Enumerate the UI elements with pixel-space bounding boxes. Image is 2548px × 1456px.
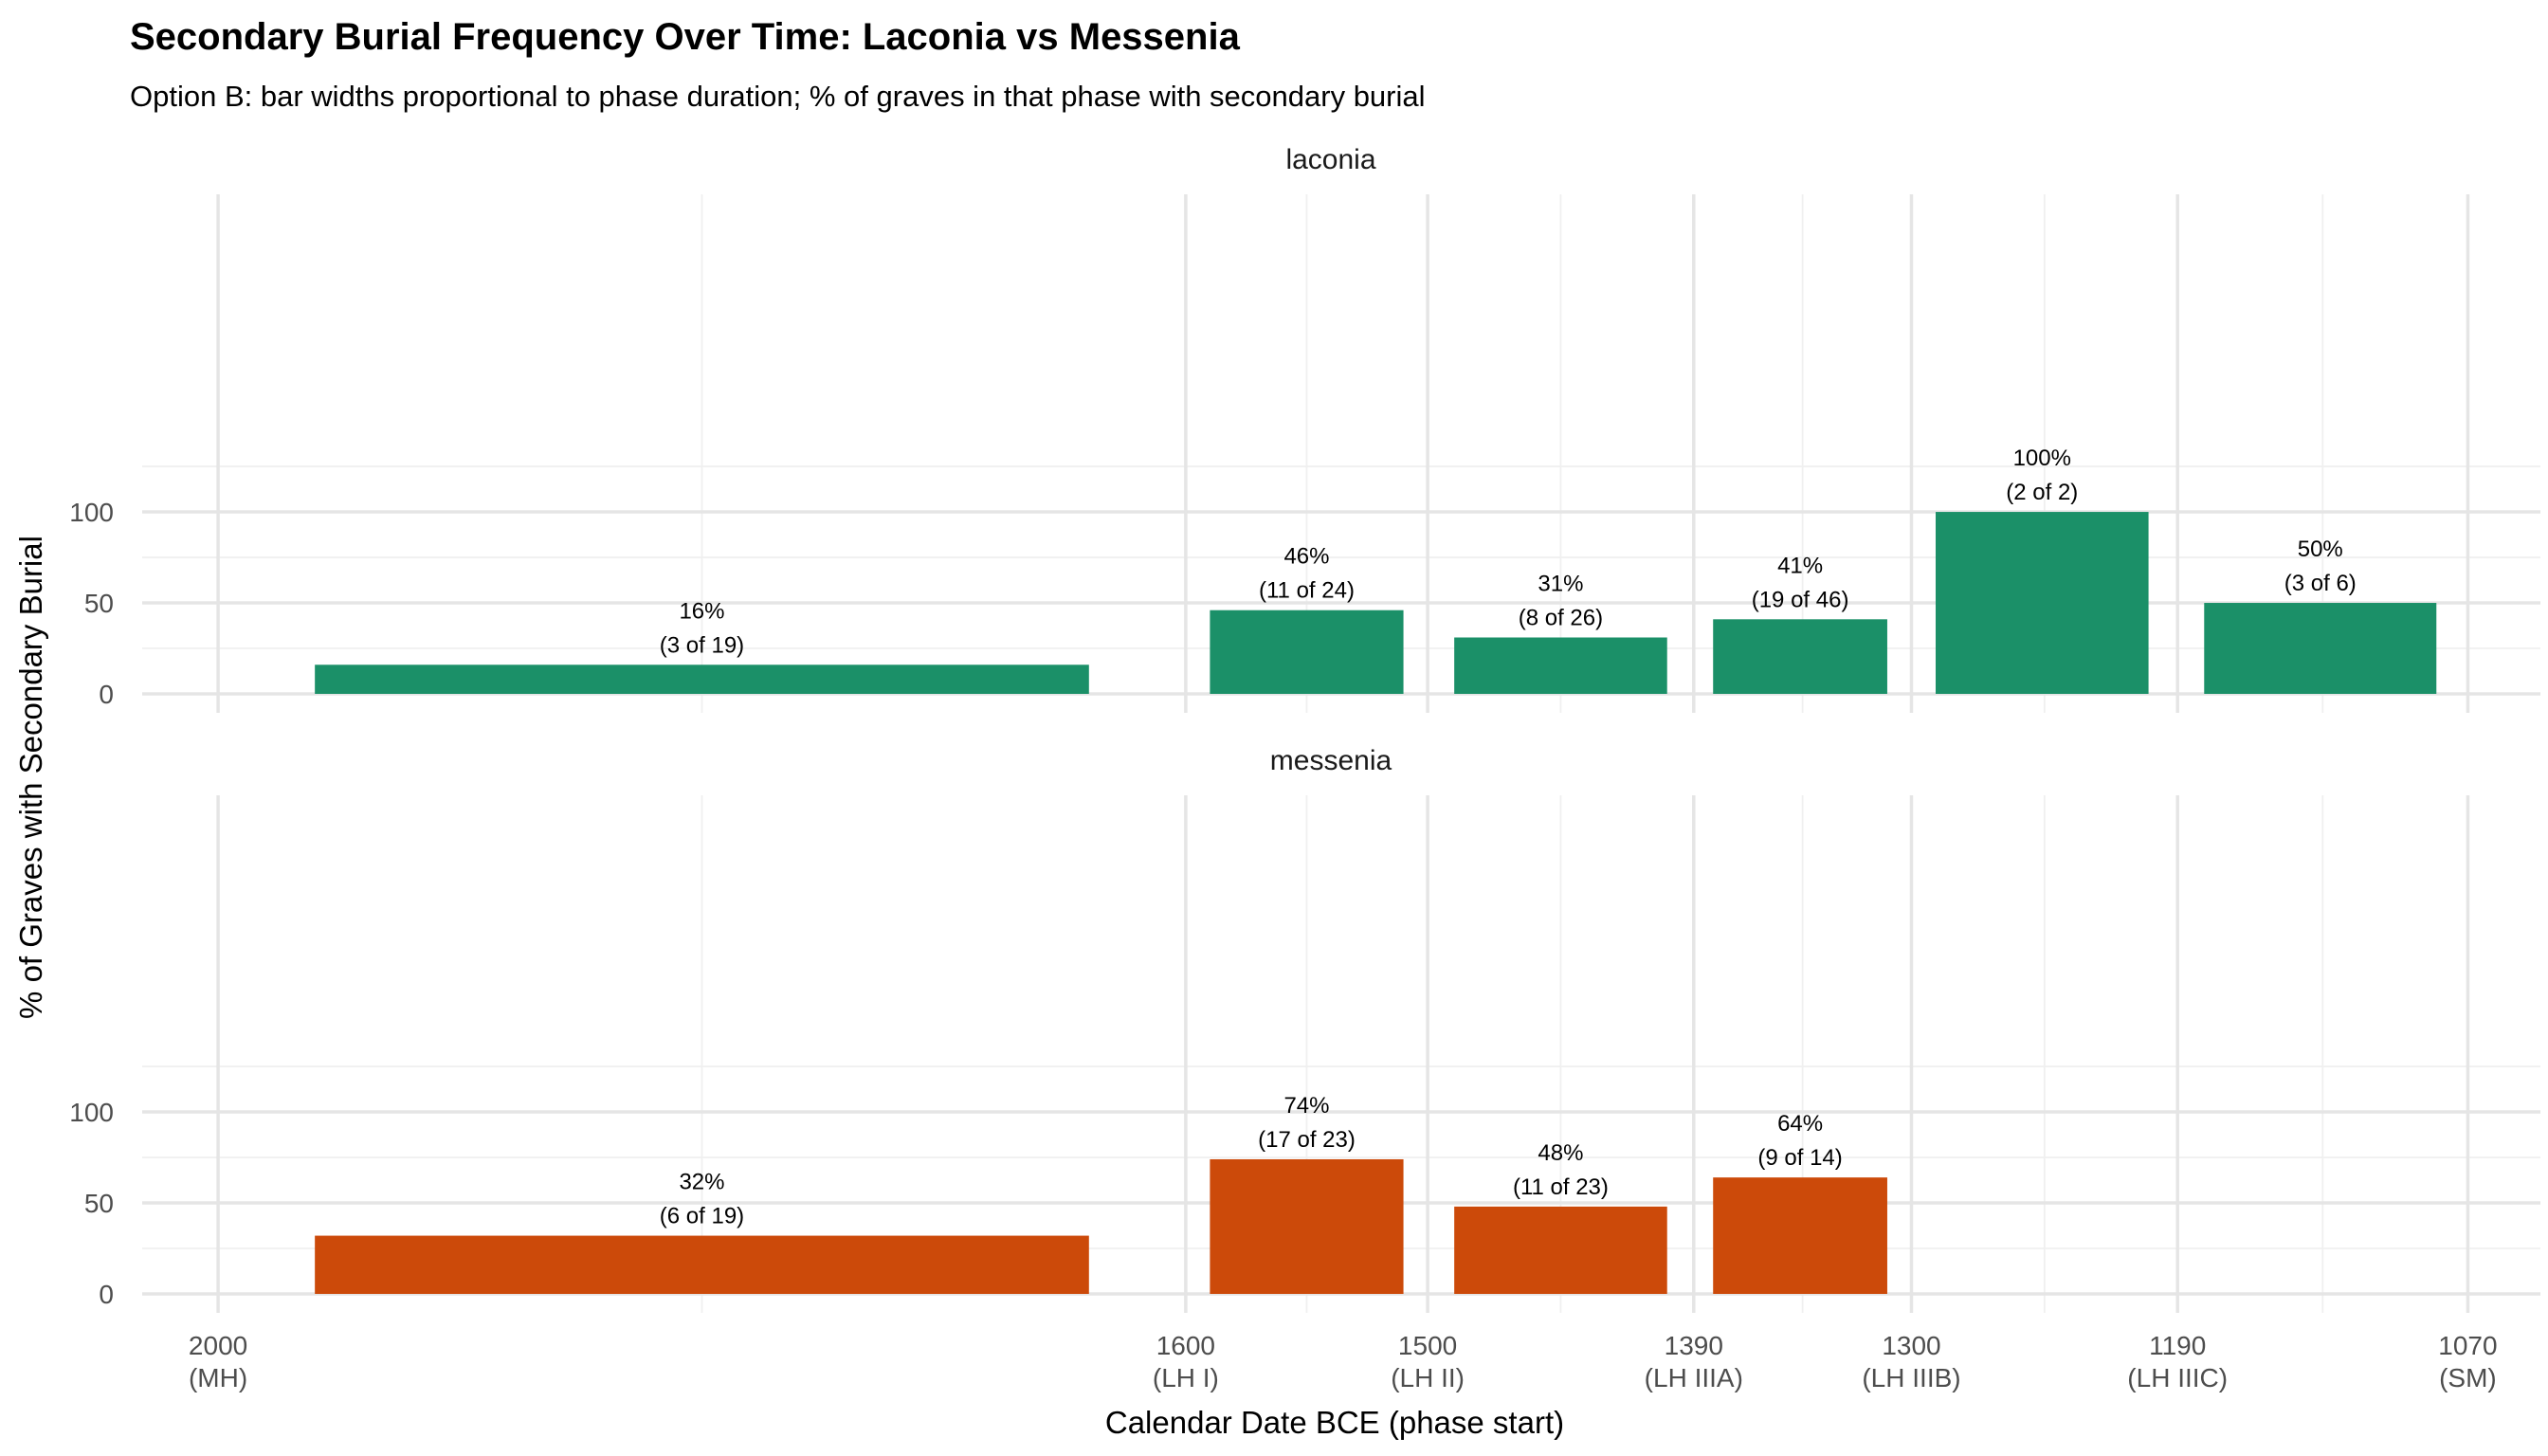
y-tick-label: 100 (69, 498, 114, 527)
data-label-count: (2 of 2) (2006, 480, 2078, 505)
x-axis-title: Calendar Date BCE (phase start) (1105, 1405, 1564, 1440)
panel-messenia: messenia 0 50 100 32% (6 of 19) 74% (17 of 23) 4… (69, 745, 2540, 1313)
x-tick-phase-label: (LH I) (1153, 1363, 1219, 1392)
x-tick-phase-label: (LH IIIC) (2127, 1363, 2228, 1392)
x-tick-label: 1070 (2438, 1331, 2497, 1360)
chart-subtitle: Option B: bar widths proportional to pha… (130, 80, 1426, 113)
data-label-count: (6 of 19) (660, 1204, 744, 1229)
data-label-count: (11 of 24) (1259, 578, 1355, 604)
x-tick-phase-label: (MH) (189, 1363, 247, 1392)
bar-laconia-lh-iiia (1713, 619, 1887, 694)
data-label-count: (3 of 6) (2284, 571, 2357, 596)
bar-laconia-lh-i (1210, 610, 1404, 694)
y-tick-label: 50 (84, 1189, 114, 1218)
data-label-count: (9 of 14) (1757, 1145, 1842, 1171)
x-tick-label: 1500 (1398, 1331, 1457, 1360)
y-tick-label: 50 (84, 589, 114, 618)
chart-title: Secondary Burial Frequency Over Time: La… (130, 16, 1241, 58)
x-tick-label: 1190 (2149, 1331, 2206, 1360)
y-axis-title: % of Graves with Secondary Burial (13, 536, 48, 1019)
panel-strip-label: laconia (1285, 144, 1375, 175)
panel-strip-label: messenia (1270, 745, 1392, 776)
bar-laconia-mh (315, 664, 1089, 694)
x-tick-label: 1390 (1665, 1331, 1723, 1360)
panels: laconia 0 50 100 16% (3 of 19) 46% (11 of 24) 31… (69, 144, 2540, 1313)
x-tick-phase-label: (LH IIIB) (1862, 1363, 1960, 1392)
y-tick-label: 0 (99, 680, 114, 709)
x-tick-label: 2000 (189, 1331, 247, 1360)
bar-laconia-lh-ii (1454, 637, 1667, 694)
data-label-percent: 50% (2298, 537, 2343, 562)
bar-laconia-lh-iiib (1936, 512, 2149, 694)
data-label-count: (11 of 23) (1513, 1174, 1609, 1200)
data-label-percent: 16% (679, 598, 724, 624)
data-label-percent: 100% (2013, 446, 2071, 471)
bar-messenia-lh-ii (1454, 1206, 1667, 1294)
data-label-percent: 48% (1538, 1140, 1583, 1166)
bar-laconia-lh-iiic (2204, 603, 2437, 694)
x-axis: 2000 (MH) 1600 (LH I) 1500 (LH II) 1390 (LH III… (189, 1331, 2498, 1392)
data-label-count: (3 of 19) (660, 632, 744, 658)
x-tick-phase-label: (LH IIIA) (1645, 1363, 1743, 1392)
data-label-percent: 31% (1538, 571, 1583, 596)
x-tick-label: 1600 (1156, 1331, 1215, 1360)
data-label-count: (8 of 26) (1519, 605, 1603, 630)
bar-messenia-mh (315, 1235, 1089, 1294)
data-label-percent: 32% (679, 1170, 724, 1195)
data-label-count: (19 of 46) (1752, 587, 1849, 612)
panel-laconia: laconia 0 50 100 16% (3 of 19) 46% (11 of 24) 31… (69, 144, 2540, 713)
bar-messenia-lh-iiia (1713, 1177, 1887, 1294)
data-label-percent: 74% (1283, 1093, 1329, 1119)
y-tick-label: 0 (99, 1280, 114, 1309)
data-label-percent: 41% (1777, 553, 1823, 578)
data-label-percent: 64% (1777, 1111, 1823, 1137)
x-tick-label: 1300 (1882, 1331, 1940, 1360)
data-label-count: (17 of 23) (1258, 1127, 1356, 1153)
x-tick-phase-label: (SM) (2439, 1363, 2497, 1392)
data-label-percent: 46% (1283, 544, 1329, 570)
y-tick-label: 100 (69, 1098, 114, 1127)
x-tick-phase-label: (LH II) (1391, 1363, 1465, 1392)
bar-messenia-lh-i (1210, 1158, 1404, 1294)
